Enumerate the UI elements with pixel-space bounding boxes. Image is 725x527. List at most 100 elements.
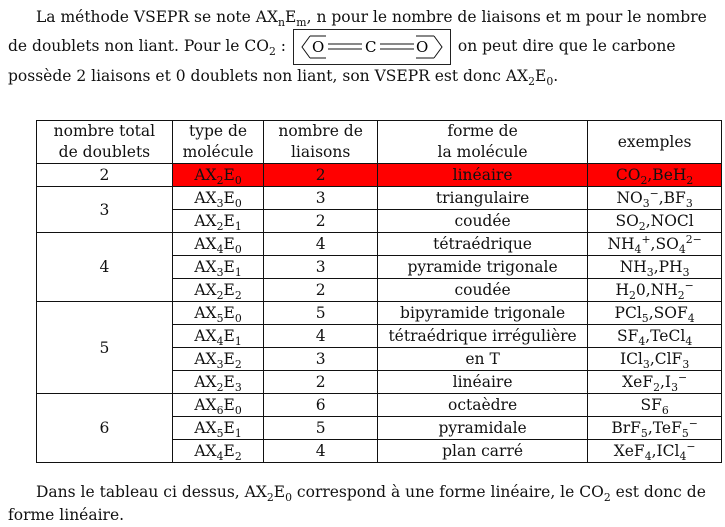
- example-fragment: ,ClF: [649, 350, 683, 368]
- type-e: E: [223, 235, 235, 253]
- example-fragment: 2: [686, 174, 694, 188]
- example-fragment: NO: [616, 189, 643, 207]
- cell-nombre-liaisons: 3: [263, 186, 378, 210]
- cell-forme-molecule: tétraédrique: [376, 232, 589, 256]
- type-e: E: [223, 373, 235, 391]
- cell-exemples: BrF5,TeF5−: [587, 416, 722, 440]
- table-row: AX2E1 2 coudée SO2,NOCl: [37, 209, 722, 233]
- example-fragment: NH: [619, 258, 647, 276]
- type-ax: AX: [194, 350, 217, 368]
- example-fragment: −: [649, 186, 659, 200]
- lewis-o-right: O: [416, 38, 428, 56]
- cell-type-molecule: AX3E1: [171, 255, 265, 280]
- example-fragment: ,TeCl: [645, 327, 686, 345]
- example-fragment: 5: [641, 312, 649, 326]
- cell-type-molecule: AX6E0: [171, 393, 265, 418]
- example-fragment: −: [677, 370, 688, 384]
- cell-exemples: XeF4,ICl4−: [587, 439, 722, 464]
- type-x-sub: 5: [216, 427, 224, 441]
- table-row: 5 AX5E0 5 bipyramide trigonale PCl5,SOF4: [36, 301, 722, 394]
- cell-nombre-liaisons: 3: [263, 347, 378, 371]
- intro-text-4: on peut dire que le carbone possède 2 li…: [8, 37, 676, 85]
- example-fragment: ,TeF: [647, 419, 682, 437]
- intro-ax-sub: 2: [528, 75, 535, 89]
- cell-nombre-liaisons: 4: [263, 324, 378, 348]
- header-type-molecule: type de molécule: [171, 120, 265, 164]
- type-e: E: [223, 258, 235, 276]
- cell-forme-molecule: octaèdre: [376, 393, 589, 417]
- type-ax: AX: [194, 281, 217, 299]
- intro-period: .: [553, 67, 559, 85]
- type-e: E: [223, 166, 235, 184]
- cell-exemples: SF4,TeCl4: [587, 324, 722, 349]
- header-total-doublets: nombre total de doublets: [36, 120, 173, 164]
- example-fragment: PCl: [614, 304, 642, 322]
- type-ax: AX: [194, 189, 217, 207]
- cell-type-molecule: AX4E1: [171, 324, 265, 348]
- example-fragment: CO: [615, 166, 641, 184]
- example-fragment: 3: [682, 358, 690, 372]
- cell-forme-molecule: en T: [376, 347, 589, 371]
- cell-type-molecule: AX3E0: [171, 186, 265, 210]
- cell-exemples: NH3,PH3: [587, 255, 722, 280]
- cell-type-molecule: AX5E1: [171, 416, 265, 441]
- cell-exemples: XeF2,I3−: [587, 370, 722, 394]
- example-fragment: ICl: [619, 350, 643, 368]
- lewis-c: C: [365, 38, 376, 56]
- intro-sub-m: m: [296, 16, 307, 30]
- type-e-sub: 0: [234, 243, 242, 257]
- type-ax: AX: [194, 396, 217, 414]
- type-x-sub: 3: [216, 266, 224, 280]
- type-e: E: [223, 396, 235, 414]
- cell-nombre-liaisons: 5: [263, 416, 378, 440]
- type-ax: AX: [194, 212, 217, 230]
- intro-e-sub: 0: [546, 75, 554, 89]
- type-e-sub: 1: [234, 266, 242, 280]
- cell-forme-molecule: bipyramide trigonale: [376, 301, 589, 325]
- intro-co2-sub: 2: [268, 45, 276, 59]
- cell-exemples: SO2,NOCl: [587, 209, 722, 233]
- cell-nombre-liaisons: 5: [263, 301, 378, 325]
- example-fragment: 3: [646, 266, 654, 280]
- type-e: E: [223, 212, 235, 230]
- example-fragment: 4: [644, 450, 652, 464]
- cell-total-doublets: 3: [36, 186, 173, 233]
- type-e: E: [223, 442, 235, 460]
- cell-nombre-liaisons: 3: [263, 255, 378, 279]
- table-row: AX4E1 4 tétraédrique irrégulière SF4,TeCl4: [37, 324, 722, 349]
- cell-type-molecule: AX5E0: [171, 301, 265, 326]
- example-fragment: ,BeH: [647, 166, 687, 184]
- example-fragment: ,PH: [653, 258, 683, 276]
- cell-type-molecule: AX2E2: [171, 278, 265, 302]
- example-fragment: 3: [642, 197, 650, 211]
- table-body: 2 AX2E0 2 linéaire CO2,BeH2 3 AX3E0 3 triangulai…: [36, 163, 722, 464]
- co2-lewis-structure: O C O: [292, 29, 451, 65]
- outro-text: Dans le tableau ci dessus, AX: [36, 483, 267, 501]
- example-fragment: SO: [615, 212, 639, 230]
- table-header: nombre total de doublets type de molécule …: [36, 120, 722, 164]
- type-ax: AX: [194, 327, 217, 345]
- type-e-sub: 0: [234, 312, 242, 326]
- example-fragment: SF: [616, 327, 639, 345]
- cell-nombre-liaisons: 6: [263, 393, 378, 417]
- cell-type-molecule: AX2E1: [171, 209, 265, 233]
- example-fragment: 3: [642, 358, 650, 372]
- cell-forme-molecule: triangulaire: [376, 186, 589, 210]
- example-fragment: 4: [687, 312, 695, 326]
- outro-co2-sub: 2: [603, 491, 611, 505]
- table-row: AX3E1 3 pyramide trigonale NH3,PH3: [37, 255, 722, 280]
- type-e-sub: 1: [234, 427, 242, 441]
- example-fragment: ,BF: [658, 189, 686, 207]
- example-fragment: XeF: [613, 442, 645, 460]
- type-x-sub: 3: [216, 358, 224, 372]
- example-fragment: ,SOF: [648, 304, 688, 322]
- example-fragment: 2: [628, 289, 636, 303]
- type-e-sub: 0: [234, 404, 242, 418]
- table-row: AX2E3 2 linéaire XeF2,I3−: [37, 370, 722, 394]
- cell-nombre-liaisons: 2: [263, 163, 378, 187]
- example-fragment: −: [684, 278, 694, 292]
- example-fragment: 4: [685, 335, 693, 349]
- cell-nombre-liaisons: 2: [263, 278, 378, 302]
- cell-forme-molecule: coudée: [376, 209, 589, 233]
- intro-colon: :: [275, 37, 291, 55]
